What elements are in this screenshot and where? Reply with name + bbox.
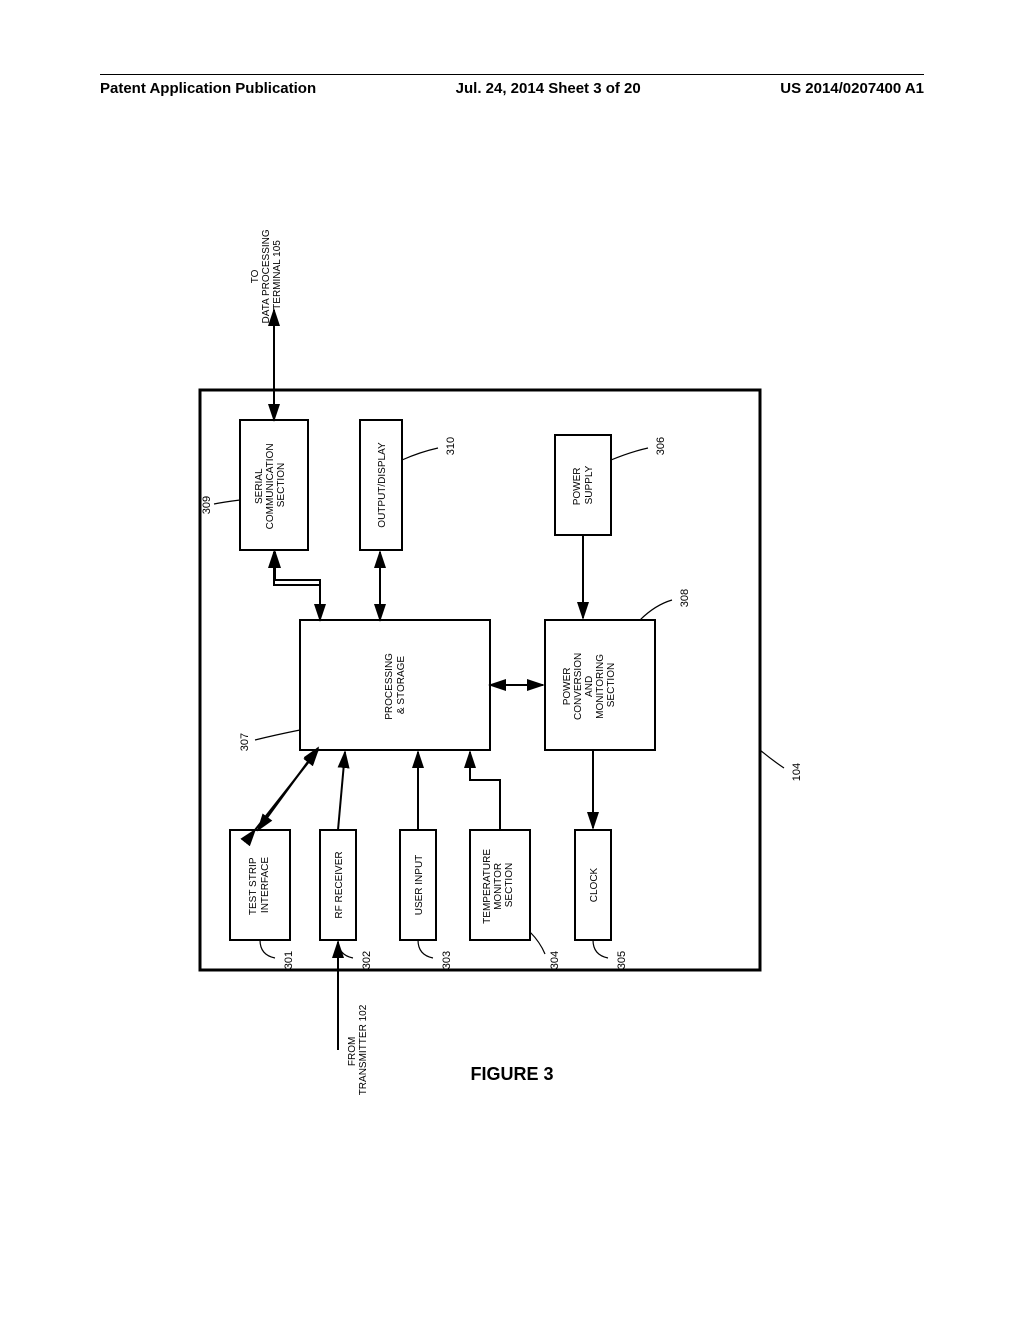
- figure-3-diagram: TEST STRIP INTERFACE 301 RF RECEIVER 302…: [0, 180, 1024, 1180]
- leader-104: [760, 750, 784, 768]
- header-right: US 2014/0207400 A1: [780, 80, 924, 97]
- block-processing: [300, 620, 490, 750]
- ext-from-label: FROM TRANSMITTER 102: [347, 1004, 369, 1095]
- ref-302: 302: [361, 951, 373, 969]
- ext-to-label: TO DATA PROCESSING TERMINAL 105: [250, 227, 283, 324]
- label-output-display: OUTPUT/DISPLAY: [377, 442, 388, 528]
- header-center: Jul. 24, 2014 Sheet 3 of 20: [456, 80, 641, 97]
- ref-306: 306: [655, 437, 667, 455]
- header-rule: [100, 74, 924, 75]
- block-power-supply: [555, 435, 611, 535]
- label-processing: PROCESSING & STORAGE: [384, 650, 407, 719]
- page-header: Patent Application Publication Jul. 24, …: [100, 80, 924, 97]
- ref-305: 305: [616, 951, 628, 969]
- ref-308: 308: [679, 589, 691, 607]
- figure-caption: FIGURE 3: [470, 1064, 553, 1084]
- ref-303: 303: [441, 951, 453, 969]
- ref-104: 104: [791, 763, 803, 781]
- label-test-strip: TEST STRIP INTERFACE: [248, 855, 271, 915]
- header-left: Patent Application Publication: [100, 80, 316, 97]
- label-power-supply: POWER SUPPLY: [572, 465, 595, 506]
- label-rf-receiver: RF RECEIVER: [334, 851, 345, 918]
- ref-301: 301: [283, 951, 295, 969]
- label-user-input: USER INPUT: [414, 855, 425, 916]
- ref-307: 307: [239, 733, 251, 751]
- label-clock: CLOCK: [589, 867, 600, 902]
- ref-310: 310: [445, 437, 457, 455]
- ref-309: 309: [201, 496, 213, 514]
- ref-304: 304: [549, 951, 561, 969]
